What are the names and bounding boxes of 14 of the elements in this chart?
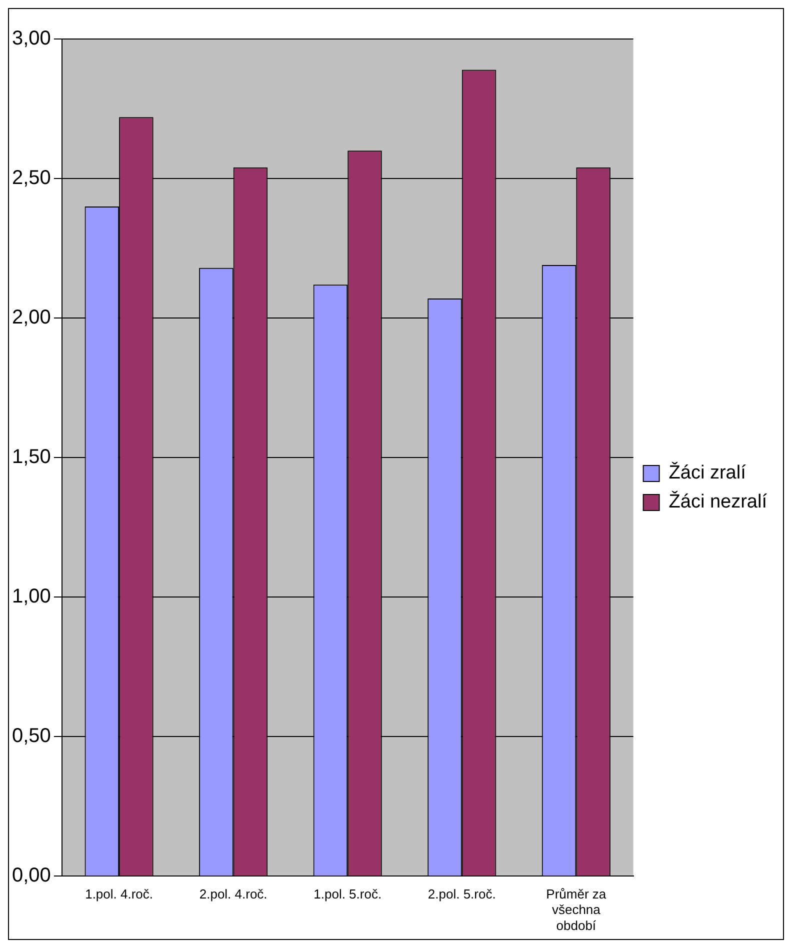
legend-label: Žáci zralí (668, 462, 747, 484)
x-tick-label: 1.pol. 5.roč. (314, 886, 382, 902)
x-tick-label: 1.pol. 4.roč. (85, 886, 154, 902)
y-tick-label: 1,00 (12, 586, 51, 608)
y-tick-label: 2,50 (12, 167, 51, 190)
y-tick-label: 0,00 (12, 864, 51, 887)
x-tick-label: 2.pol. 4.roč. (199, 886, 268, 902)
y-tick-label: 1,50 (12, 446, 51, 468)
x-tick-label: Průměr za všechna období (546, 886, 607, 933)
y-tick-label: 3,00 (12, 28, 51, 50)
legend-label: Žáci nezralí (668, 490, 768, 513)
x-tick-label: 2.pol. 5.roč. (428, 886, 496, 902)
y-tick-label: 2,00 (12, 306, 51, 329)
y-tick-label: 0,50 (12, 725, 51, 748)
